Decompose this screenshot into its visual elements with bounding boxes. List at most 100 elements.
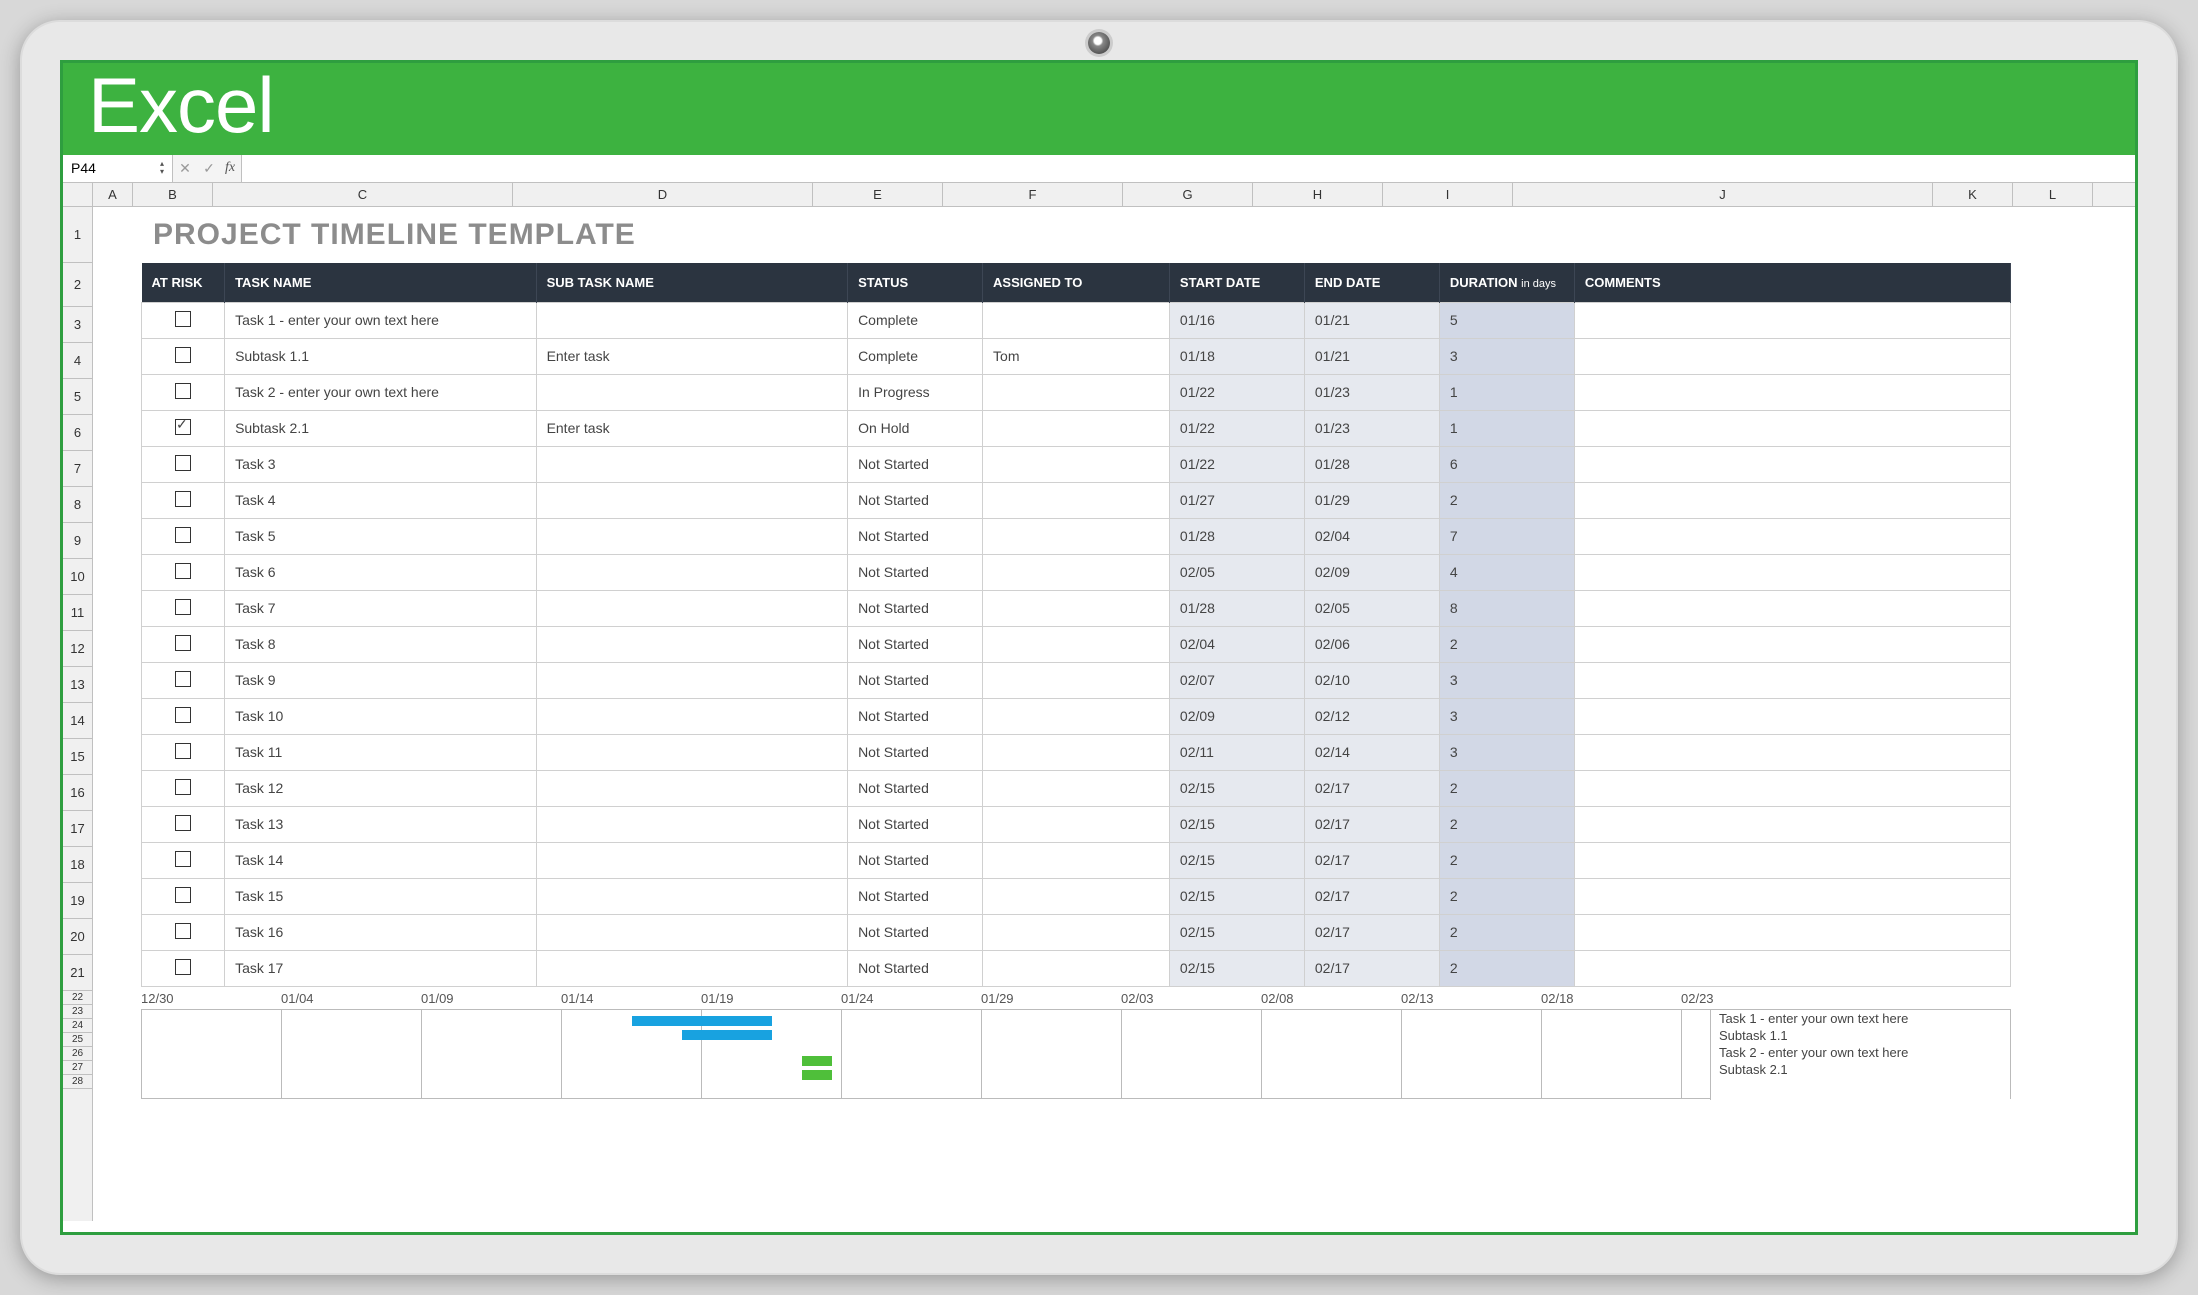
cell-dur[interactable]: 2: [1439, 950, 1574, 986]
row-header-26[interactable]: 26: [63, 1047, 92, 1061]
cell-status[interactable]: Not Started: [848, 770, 983, 806]
cell-dur[interactable]: 1: [1439, 410, 1574, 446]
cell-end[interactable]: 02/04: [1304, 518, 1439, 554]
cell-comments[interactable]: [1574, 770, 2010, 806]
cell-status[interactable]: Not Started: [848, 590, 983, 626]
cell-dur[interactable]: 2: [1439, 842, 1574, 878]
row-header-1[interactable]: 1: [63, 207, 92, 263]
cell-comments[interactable]: [1574, 662, 2010, 698]
cell-comments[interactable]: [1574, 302, 2010, 338]
row-header-14[interactable]: 14: [63, 703, 92, 739]
col-header-F[interactable]: F: [943, 183, 1123, 206]
cell-subtask[interactable]: Enter task: [536, 338, 848, 374]
cell-end[interactable]: 02/17: [1304, 842, 1439, 878]
cell-subtask[interactable]: [536, 446, 848, 482]
row-header-15[interactable]: 15: [63, 739, 92, 775]
cell-start[interactable]: 02/11: [1169, 734, 1304, 770]
checkbox-icon[interactable]: [175, 959, 191, 975]
checkbox-icon[interactable]: [175, 383, 191, 399]
cell-comments[interactable]: [1574, 590, 2010, 626]
row-header-21[interactable]: 21: [63, 955, 92, 991]
cell-start[interactable]: 01/22: [1169, 410, 1304, 446]
cell-comments[interactable]: [1574, 338, 2010, 374]
row-header-8[interactable]: 8: [63, 487, 92, 523]
cell-subtask[interactable]: [536, 518, 848, 554]
checkbox-icon[interactable]: [175, 779, 191, 795]
checkbox-icon[interactable]: [175, 707, 191, 723]
row-header-16[interactable]: 16: [63, 775, 92, 811]
checkbox-icon[interactable]: [175, 635, 191, 651]
cell-dur[interactable]: 3: [1439, 734, 1574, 770]
cell-start[interactable]: 02/05: [1169, 554, 1304, 590]
cell-end[interactable]: 02/10: [1304, 662, 1439, 698]
cell-end[interactable]: 02/09: [1304, 554, 1439, 590]
cell-assigned[interactable]: [983, 554, 1170, 590]
checkbox-icon[interactable]: [175, 887, 191, 903]
cell-at_risk[interactable]: [142, 662, 225, 698]
cell-subtask[interactable]: [536, 554, 848, 590]
cell-task[interactable]: Task 7: [225, 590, 537, 626]
table-row[interactable]: Task 4Not Started01/2701/292: [142, 482, 2011, 518]
table-row[interactable]: Task 1 - enter your own text hereComplet…: [142, 302, 2011, 338]
table-row[interactable]: Subtask 2.1Enter taskOn Hold01/2201/231: [142, 410, 2011, 446]
cell-status[interactable]: Not Started: [848, 482, 983, 518]
cell-start[interactable]: 02/15: [1169, 806, 1304, 842]
cell-status[interactable]: Not Started: [848, 734, 983, 770]
col-header-J[interactable]: J: [1513, 183, 1933, 206]
row-header-11[interactable]: 11: [63, 595, 92, 631]
cell-end[interactable]: 02/05: [1304, 590, 1439, 626]
cell-task[interactable]: Task 5: [225, 518, 537, 554]
checkbox-icon[interactable]: [175, 311, 191, 327]
cell-at_risk[interactable]: [142, 410, 225, 446]
cell-end[interactable]: 02/17: [1304, 806, 1439, 842]
cell-at_risk[interactable]: [142, 446, 225, 482]
cell-status[interactable]: Not Started: [848, 842, 983, 878]
table-row[interactable]: Task 3Not Started01/2201/286: [142, 446, 2011, 482]
cell-dur[interactable]: 3: [1439, 698, 1574, 734]
cell-comments[interactable]: [1574, 374, 2010, 410]
cell-dur[interactable]: 2: [1439, 626, 1574, 662]
cell-end[interactable]: 02/17: [1304, 950, 1439, 986]
cell-assigned[interactable]: [983, 662, 1170, 698]
cell-status[interactable]: Not Started: [848, 914, 983, 950]
table-row[interactable]: Task 16Not Started02/1502/172: [142, 914, 2011, 950]
cell-at_risk[interactable]: [142, 806, 225, 842]
row-header-22[interactable]: 22: [63, 991, 92, 1005]
cell-at_risk[interactable]: [142, 770, 225, 806]
cell-end[interactable]: 02/12: [1304, 698, 1439, 734]
row-header-28[interactable]: 28: [63, 1075, 92, 1089]
cell-comments[interactable]: [1574, 482, 2010, 518]
col-header-L[interactable]: L: [2013, 183, 2093, 206]
cell-assigned[interactable]: [983, 626, 1170, 662]
cell-task[interactable]: Task 2 - enter your own text here: [225, 374, 537, 410]
cell-assigned[interactable]: [983, 734, 1170, 770]
table-row[interactable]: Subtask 1.1Enter taskCompleteTom01/1801/…: [142, 338, 2011, 374]
row-header-13[interactable]: 13: [63, 667, 92, 703]
cell-subtask[interactable]: [536, 770, 848, 806]
cell-at_risk[interactable]: [142, 554, 225, 590]
cell-end[interactable]: 02/17: [1304, 914, 1439, 950]
cell-task[interactable]: Task 4: [225, 482, 537, 518]
row-header-20[interactable]: 20: [63, 919, 92, 955]
cell-comments[interactable]: [1574, 950, 2010, 986]
row-header-6[interactable]: 6: [63, 415, 92, 451]
cell-dur[interactable]: 2: [1439, 806, 1574, 842]
cell-end[interactable]: 02/06: [1304, 626, 1439, 662]
cell-comments[interactable]: [1574, 446, 2010, 482]
table-row[interactable]: Task 6Not Started02/0502/094: [142, 554, 2011, 590]
row-header-10[interactable]: 10: [63, 559, 92, 595]
col-header-G[interactable]: G: [1123, 183, 1253, 206]
cell-start[interactable]: 02/15: [1169, 878, 1304, 914]
row-header-25[interactable]: 25: [63, 1033, 92, 1047]
table-row[interactable]: Task 2 - enter your own text hereIn Prog…: [142, 374, 2011, 410]
cell-subtask[interactable]: [536, 806, 848, 842]
cell-task[interactable]: Task 12: [225, 770, 537, 806]
cell-end[interactable]: 01/23: [1304, 410, 1439, 446]
checkbox-icon[interactable]: [175, 923, 191, 939]
cell-subtask[interactable]: [536, 662, 848, 698]
cell-end[interactable]: 01/21: [1304, 302, 1439, 338]
cell-end[interactable]: 01/28: [1304, 446, 1439, 482]
checkbox-icon[interactable]: [175, 743, 191, 759]
cell-subtask[interactable]: [536, 374, 848, 410]
cell-dur[interactable]: 7: [1439, 518, 1574, 554]
